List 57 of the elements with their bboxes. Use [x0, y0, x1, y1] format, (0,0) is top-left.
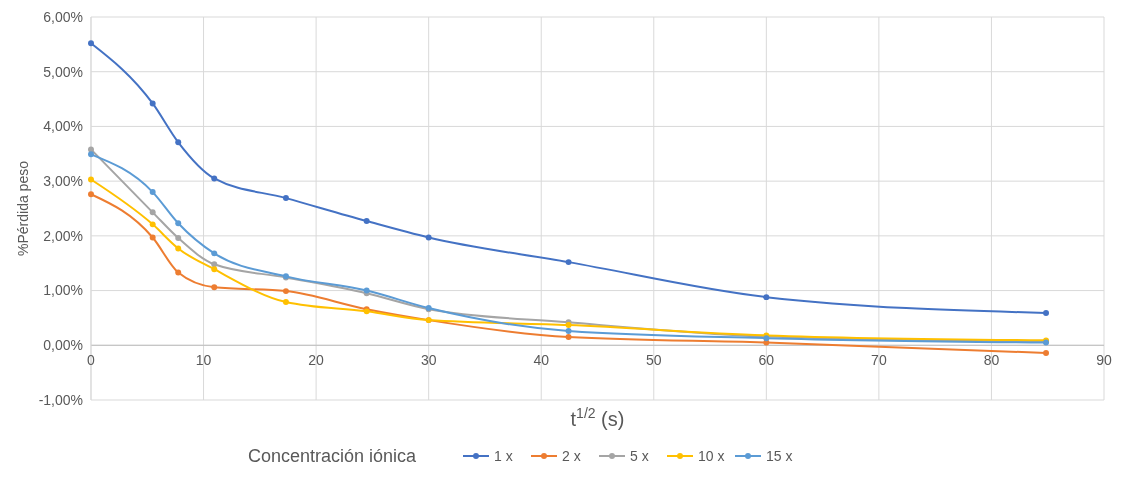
point [211, 175, 218, 182]
point [88, 40, 94, 47]
x-tick-label: 20 [308, 352, 325, 369]
point [363, 218, 370, 225]
point [149, 100, 156, 107]
point [211, 284, 218, 291]
legend-label: 15 x [766, 447, 793, 464]
point [565, 334, 572, 341]
point [282, 299, 289, 306]
y-axis-title: %Pérdida peso [15, 160, 31, 256]
legend-label: 10 x [698, 447, 725, 464]
point [211, 250, 218, 257]
point [149, 209, 156, 216]
legend-label: 5 x [630, 447, 649, 464]
y-tick-label: 3,00% [43, 173, 83, 190]
point [175, 235, 182, 242]
y-tick-label: 6,00% [43, 8, 83, 25]
point [1043, 310, 1050, 316]
y-tick-label: 5,00% [43, 63, 83, 80]
y-tick-label: 1,00% [43, 282, 83, 299]
x-tick-label: 40 [533, 352, 550, 369]
y-tick-label: -1,00% [38, 391, 83, 408]
x-tick-label: 80 [983, 352, 1000, 369]
y-tick-label: 0,00% [43, 337, 83, 354]
point [282, 288, 289, 295]
point [175, 220, 182, 227]
x-tick-label: 10 [195, 352, 212, 369]
point [211, 266, 218, 273]
point [175, 139, 182, 146]
x-tick-label: 70 [871, 352, 887, 369]
point [565, 259, 572, 266]
point [88, 151, 94, 158]
point [88, 176, 94, 183]
x-tick-label: 90 [1096, 352, 1112, 369]
x-tick-label: 60 [758, 352, 775, 369]
point [175, 245, 182, 252]
point [149, 234, 156, 241]
x-tick-label: 30 [420, 352, 437, 369]
x-tick-label: 0 [87, 352, 96, 369]
x-axis-title: t$^{1/2}$ (s) [570, 405, 625, 430]
point [1043, 349, 1050, 356]
point [282, 195, 289, 202]
legend-label: 1 x [494, 447, 513, 464]
point [763, 294, 770, 301]
point [149, 189, 156, 196]
point [565, 328, 572, 335]
legend-title: Concentración iónica [248, 446, 418, 467]
y-tick-label: 2,00% [43, 227, 83, 244]
point [149, 221, 156, 228]
point [211, 261, 218, 268]
x-tick-label: 50 [645, 352, 662, 369]
point [88, 146, 94, 153]
y-tick-label: 4,00% [43, 118, 83, 135]
legend-label: 2 x [562, 447, 581, 464]
point [425, 234, 432, 241]
point [88, 191, 94, 198]
point [175, 269, 182, 276]
